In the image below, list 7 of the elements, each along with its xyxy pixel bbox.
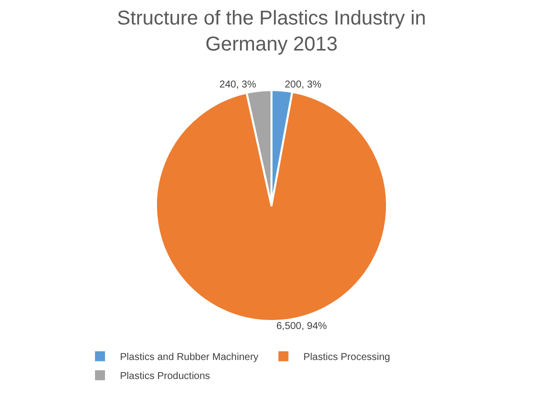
legend-label: Plastics Processing: [303, 352, 390, 364]
data-label: 200, 3%: [284, 80, 322, 91]
data-label: 6,500, 94%: [276, 320, 328, 332]
legend-label: Plastics Productions: [120, 371, 210, 382]
chart-title: Structure of the Plastics Industry in Germany 2013: [116, 7, 426, 56]
data-label: 240, 3%: [219, 80, 256, 91]
legend-label: Plastics and Rubber Machinery: [120, 352, 258, 364]
